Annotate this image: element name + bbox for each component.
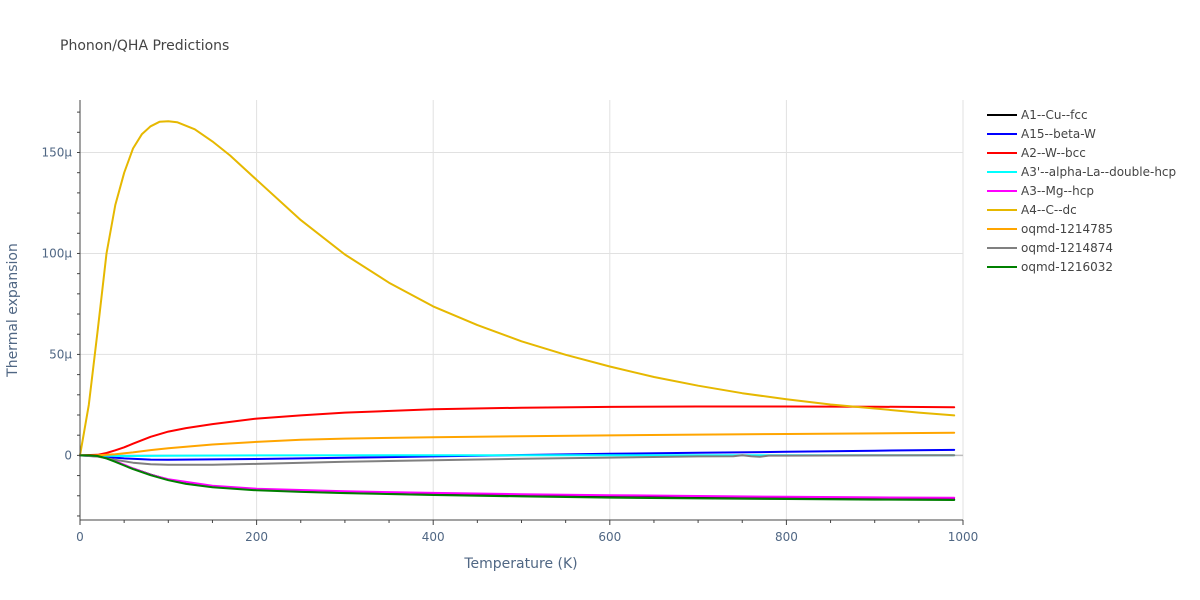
legend-item-a4-c-dc[interactable]: A4--C--dc xyxy=(987,203,1077,217)
series-line-a2-w-bcc xyxy=(79,405,956,457)
x-tick-label: 400 xyxy=(422,530,445,544)
y-tick-label: 150μ xyxy=(41,146,72,160)
legend-label: oqmd-1216032 xyxy=(1021,260,1113,274)
series-line-a3-alpha-la-double-hcp xyxy=(79,454,956,457)
legend-label: A3'--alpha-La--double-hcp xyxy=(1021,165,1176,179)
legend-label: A15--beta-W xyxy=(1021,127,1096,141)
series-line-a1-cu-fcc xyxy=(79,454,956,501)
series-line-oqmd-1214874 xyxy=(79,454,956,466)
series-line-oqmd-1214785 xyxy=(79,431,956,457)
y-axis-title: Thermal expansion xyxy=(5,243,21,378)
series-lines xyxy=(79,120,956,501)
series-line-oqmd-1216032 xyxy=(79,454,956,501)
x-tick-label: 800 xyxy=(775,530,798,544)
series-line-a4-c-dc xyxy=(79,120,956,457)
legend-item-a3-alpha-la-double-hcp[interactable]: A3'--alpha-La--double-hcp xyxy=(987,165,1176,179)
grid xyxy=(80,100,964,520)
legend-item-oqmd-1214874[interactable]: oqmd-1214874 xyxy=(987,241,1113,255)
x-tick-label: 600 xyxy=(598,530,621,544)
y-tick-label: 50μ xyxy=(49,347,72,361)
y-tick-label: 100μ xyxy=(41,246,72,260)
legend-item-a2-w-bcc[interactable]: A2--W--bcc xyxy=(987,146,1086,160)
legend-item-a3-mg-hcp[interactable]: A3--Mg--hcp xyxy=(987,184,1094,198)
axes xyxy=(77,100,964,525)
legend[interactable]: A1--Cu--fcc A15--beta-W A2--W--bcc A3'--alp… xyxy=(987,108,1176,274)
x-tick-label: 200 xyxy=(245,530,268,544)
legend-item-oqmd-1214785[interactable]: oqmd-1214785 xyxy=(987,222,1113,236)
series-line-a3-mg-hcp xyxy=(79,454,956,499)
legend-label: A3--Mg--hcp xyxy=(1021,184,1094,198)
legend-label: A2--W--bcc xyxy=(1021,146,1086,160)
series-line-a15-beta-w xyxy=(79,448,956,461)
legend-label: A4--C--dc xyxy=(1021,203,1077,217)
y-tick-label: 0 xyxy=(64,448,72,462)
legend-item-a1-cu-fcc[interactable]: A1--Cu--fcc xyxy=(987,108,1088,122)
x-tick-label: 1000 xyxy=(948,530,979,544)
legend-label: oqmd-1214874 xyxy=(1021,241,1113,255)
legend-item-oqmd-1216032[interactable]: oqmd-1216032 xyxy=(987,260,1113,274)
x-tick-label: 0 xyxy=(76,530,84,544)
legend-label: oqmd-1214785 xyxy=(1021,222,1113,236)
legend-item-a15-beta-w[interactable]: A15--beta-W xyxy=(987,127,1096,141)
tick-labels: 0 200 400 600 800 1000 0 50μ 100μ 150μ xyxy=(41,146,978,545)
x-axis-title: Temperature (K) xyxy=(463,556,577,572)
chart-title: Phonon/QHA Predictions xyxy=(60,38,229,54)
legend-label: A1--Cu--fcc xyxy=(1021,108,1088,122)
